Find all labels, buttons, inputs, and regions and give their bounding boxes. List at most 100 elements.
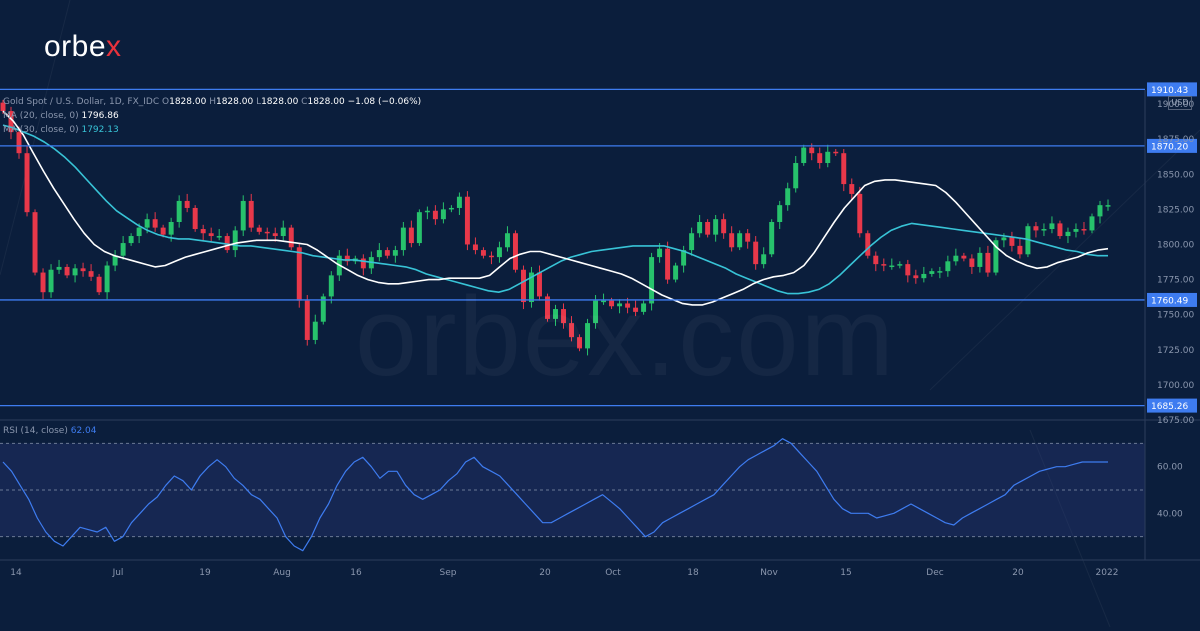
candle-body — [328, 275, 334, 297]
candle-body — [1041, 229, 1047, 231]
candle-body — [1033, 226, 1039, 231]
candle-body — [240, 200, 246, 231]
level-label: 1685.26 — [1151, 402, 1188, 412]
candle-body — [504, 233, 510, 248]
time-tick-label: Nov — [760, 568, 778, 578]
open-value: 1828.00 — [169, 97, 207, 107]
candle-body — [961, 255, 967, 259]
time-tick-label: 19 — [199, 568, 211, 578]
candle-body — [480, 250, 486, 256]
price-tick-label: 1825.00 — [1157, 205, 1194, 215]
candle-body — [192, 207, 198, 230]
candle-body — [440, 209, 446, 220]
time-tick-label: Jul — [112, 568, 124, 578]
candle-body — [376, 250, 382, 258]
candle-body — [753, 241, 759, 265]
ma20-line — [2, 110, 1109, 306]
candle-body — [953, 255, 959, 262]
open-label: O — [162, 97, 170, 107]
rsi-tick-label: 40.00 — [1157, 509, 1183, 519]
candle-body — [224, 236, 230, 251]
candle-body — [112, 255, 118, 266]
candle-body — [873, 255, 879, 265]
candle-body — [400, 227, 406, 251]
candle-body — [280, 227, 286, 237]
price-tick-label: 1850.00 — [1157, 170, 1194, 180]
candle-body — [176, 200, 182, 222]
low-value: 1828.00 — [261, 97, 299, 107]
candle-body — [448, 207, 454, 210]
price-tick-label: 1875.00 — [1157, 135, 1194, 145]
candle-body — [993, 240, 999, 273]
candle-body — [713, 219, 719, 235]
candle-body — [64, 266, 70, 276]
level-label: 1870.20 — [1151, 142, 1188, 152]
candle-body — [208, 233, 214, 237]
change-value: −1.08 (−0.06%) — [347, 97, 422, 107]
decor-line — [1029, 429, 1111, 628]
ma20-legend: MA (20, close, 0) 1796.86 — [3, 111, 119, 121]
candle-body — [128, 236, 134, 244]
candle-body — [496, 247, 502, 258]
candle-body — [0, 102, 6, 112]
candle-body — [1009, 237, 1015, 246]
candle-body — [248, 200, 254, 228]
candle-body — [320, 296, 326, 322]
candle-body — [577, 337, 583, 349]
candle-body — [681, 250, 687, 266]
currency-badge[interactable]: USD — [1168, 96, 1192, 110]
candle-body — [392, 250, 398, 256]
candle-body — [769, 222, 775, 255]
close-label: C — [301, 97, 308, 107]
candle-body — [945, 261, 951, 272]
candle-body — [777, 205, 783, 222]
rsi-legend: RSI (14, close) 62.04 — [3, 426, 97, 436]
candle-body — [1001, 237, 1007, 241]
candle-body — [168, 222, 174, 235]
candle-body — [697, 222, 703, 234]
candle-body — [1081, 229, 1087, 231]
candle-body — [88, 271, 94, 277]
candle-body — [977, 252, 983, 267]
level-label: 1760.49 — [1151, 296, 1188, 306]
candle-body — [905, 264, 911, 276]
candle-body — [761, 254, 767, 265]
candle-body — [721, 219, 727, 234]
candle-body — [512, 233, 518, 270]
time-tick-label: 15 — [840, 568, 851, 578]
candle-body — [488, 255, 494, 258]
time-tick-label: 14 — [10, 568, 22, 578]
candle-body — [72, 268, 78, 276]
candle-body — [825, 151, 831, 164]
time-tick-label: 20 — [539, 568, 551, 578]
candle-body — [1097, 205, 1103, 217]
orbex-logo[interactable]: orbex — [44, 30, 122, 64]
candle-body — [985, 252, 991, 273]
candle-body — [553, 309, 558, 319]
candle-body — [424, 210, 430, 213]
candle-body — [793, 163, 799, 189]
time-tick-label: Oct — [605, 568, 621, 578]
candle-body — [673, 265, 679, 280]
candle-body — [304, 300, 310, 340]
ma30-legend: MA (30, close, 0) 1792.13 — [3, 125, 119, 135]
low-label: L — [256, 97, 262, 107]
candle-body — [1057, 223, 1063, 237]
ma30-label: MA (30, close, 0) — [3, 125, 79, 135]
level-tag — [1147, 82, 1197, 97]
candle-body — [657, 248, 663, 258]
candle-body — [232, 230, 238, 251]
candle-body — [24, 153, 30, 213]
candle-body — [152, 219, 158, 228]
ma30-value: 1792.13 — [81, 125, 119, 135]
candle-body — [1089, 216, 1095, 231]
candle-body — [849, 184, 855, 194]
candle-body — [537, 272, 542, 297]
candle-body — [160, 227, 166, 235]
candle-body — [96, 276, 102, 293]
candle-body — [897, 264, 903, 266]
candle-body — [1049, 223, 1055, 230]
candle-body — [1065, 231, 1071, 237]
